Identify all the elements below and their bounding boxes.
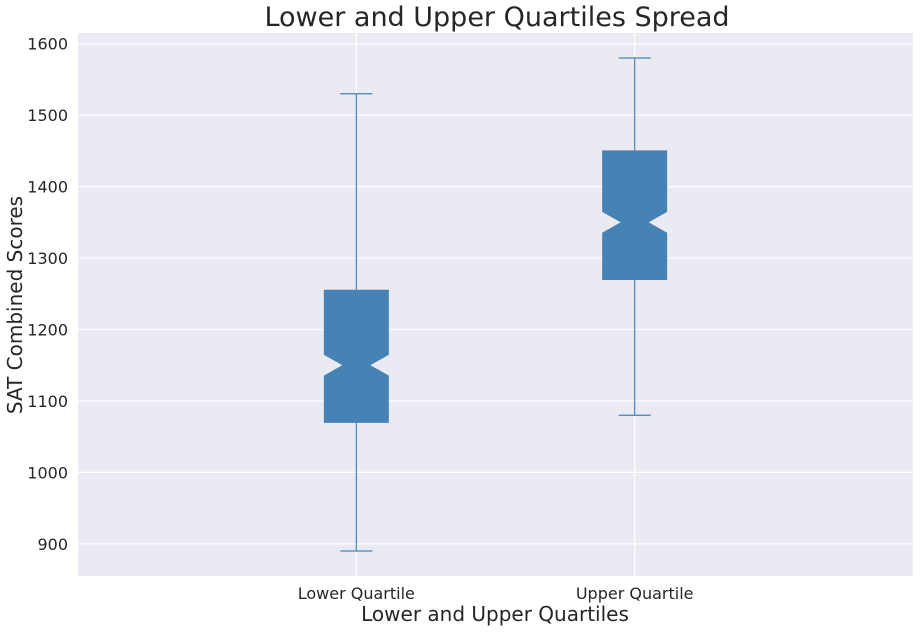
x-tick-label: Upper Quartile [576,584,694,603]
box-upper-quartile [602,57,668,416]
x-tick-label: Lower Quartile [298,584,415,603]
y-tick-label: 1000 [27,463,68,482]
y-tick-labels: 900 1000 1100 1200 1300 1400 1500 1600 [27,35,68,554]
x-axis-label: Lower and Upper Quartiles [361,602,629,626]
grid-lines [78,33,913,576]
y-tick-label: 1300 [27,249,68,268]
box-lower-quartile [323,93,389,552]
y-tick-label: 1600 [27,35,68,54]
y-tick-label: 900 [37,535,68,554]
x-tick-labels: Lower Quartile Upper Quartile [298,584,694,603]
plot-area [78,33,913,576]
y-axis-label: SAT Combined Scores [3,196,27,414]
notched-box [323,289,389,423]
y-tick-label: 1500 [27,106,68,125]
y-tick-label: 1100 [27,392,68,411]
notched-box [602,150,668,280]
y-tick-label: 1200 [27,321,68,340]
y-tick-label: 1400 [27,178,68,197]
box-series [323,57,668,552]
chart-title: Lower and Upper Quartiles Spread [264,2,729,33]
